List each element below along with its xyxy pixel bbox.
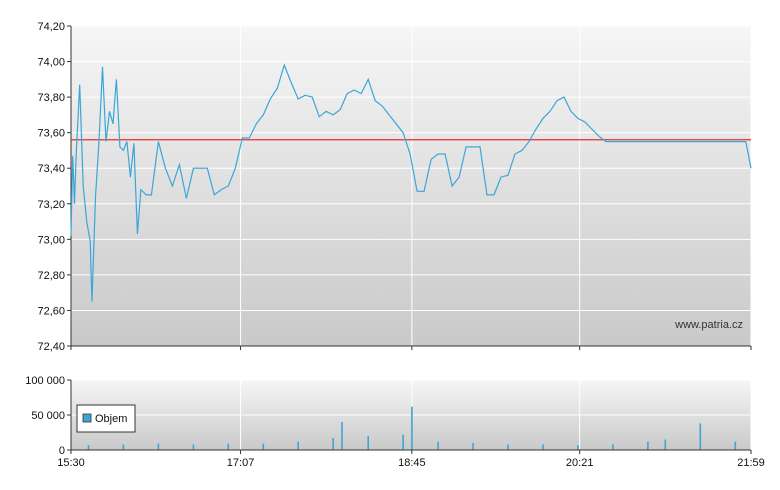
price-y-tick-label: 74,00	[37, 57, 65, 69]
volume-bar	[367, 436, 369, 450]
volume-bar	[192, 444, 195, 450]
price-y-tick-label: 73,20	[37, 199, 65, 211]
volume-bar	[87, 445, 90, 450]
volume-y-tick-label: 0	[59, 445, 65, 457]
price-panel: 74,20 74,00 73,80 73,60 73,40 73,20 73,00 72,80…	[37, 21, 752, 353]
volume-bar	[472, 443, 474, 450]
volume-bar	[332, 438, 334, 450]
volume-bar	[699, 423, 702, 450]
volume-legend: Objem	[76, 404, 136, 433]
x-tick-label: 15:30	[57, 457, 85, 469]
x-tick-label: 20:21	[566, 457, 594, 469]
volume-bar	[411, 406, 413, 450]
x-tick-label: 21:59	[737, 457, 765, 469]
volume-y-tick-label: 50 000	[31, 410, 65, 422]
volume-bar	[542, 444, 544, 450]
volume-bar	[577, 445, 579, 450]
volume-y-tick-labels: 100 000 50 000 0	[25, 375, 71, 457]
price-y-tick-label: 73,60	[37, 128, 65, 140]
price-y-tick-label: 72,40	[37, 341, 65, 353]
volume-bar	[297, 441, 299, 450]
legend-label: Objem	[95, 413, 127, 425]
volume-bar	[402, 434, 404, 450]
x-tick-labels: 15:30 17:07 18:45 20:21 21:59	[57, 450, 765, 469]
volume-bar	[262, 443, 265, 450]
volume-bar	[664, 439, 667, 450]
price-y-tick-label: 72,80	[37, 270, 65, 282]
price-y-tick-label: 73,40	[37, 163, 65, 175]
price-series-line	[70, 63, 752, 302]
legend-swatch	[82, 413, 92, 423]
credit-text: www.patria.cz	[674, 319, 743, 331]
volume-y-tick-label: 100 000	[25, 375, 65, 387]
volume-bars	[87, 406, 737, 450]
x-tick-label: 18:45	[398, 457, 426, 469]
price-y-tick-label: 73,00	[37, 234, 65, 246]
volume-bar	[341, 422, 343, 450]
volume-bar	[157, 443, 160, 450]
price-y-tick-label: 73,80	[37, 92, 65, 104]
volume-bar	[122, 444, 125, 450]
price-y-tick-label: 72,60	[37, 305, 65, 317]
price-y-tick-label: 74,20	[37, 21, 65, 33]
volume-panel: 100 000 50 000 0 15:30 17:07 18:45 20:21 21:59…	[25, 375, 765, 469]
price-y-tick-labels: 74,20 74,00 73,80 73,60 73,40 73,20 73,00 72,80…	[37, 21, 71, 353]
x-tick-label: 17:07	[227, 457, 255, 469]
volume-bar	[612, 444, 614, 450]
volume-bar	[647, 441, 649, 450]
volume-bar	[734, 441, 737, 450]
volume-bar	[507, 444, 509, 450]
volume-bar	[227, 443, 230, 450]
volume-bar	[437, 441, 439, 450]
